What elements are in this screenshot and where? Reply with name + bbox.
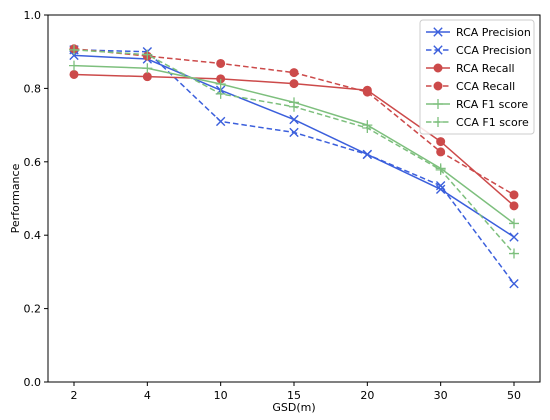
data-point [435, 164, 446, 175]
data-point [289, 101, 299, 112]
data-point [289, 68, 299, 78]
legend-label: CCA Recall [456, 80, 515, 93]
legend: RCA Precision CCA Precision RCA Recall CCA … [419, 19, 535, 135]
legend-item: RCA Recall [426, 62, 515, 75]
x-tick-label: 20 [360, 389, 374, 402]
data-point [436, 137, 446, 147]
legend-item: CCA Recall [426, 80, 515, 93]
y-tick-label: 0.2 [24, 303, 42, 316]
data-point [435, 184, 446, 195]
legend-marker [433, 117, 443, 127]
data-point [69, 69, 79, 79]
x-tick-label: 4 [144, 389, 151, 402]
data-point [289, 79, 299, 89]
legend-item: RCA Precision [426, 26, 531, 39]
legend-label: RCA Precision [456, 26, 531, 39]
y-tick-label: 0.6 [24, 156, 42, 169]
data-point [436, 147, 446, 157]
legend-marker [433, 27, 443, 37]
y-axis: 0.0 0.2 0.4 0.6 0.8 1.0 [24, 9, 48, 389]
legend-label: RCA Recall [456, 62, 515, 75]
legend-label: CCA Precision [456, 44, 531, 57]
data-point [509, 278, 519, 289]
legend-box [419, 19, 535, 135]
data-point [509, 201, 519, 211]
data-point [289, 114, 299, 125]
legend-marker [433, 63, 443, 73]
legend-label: CCA F1 score [456, 116, 529, 129]
legend-label: RCA F1 score [456, 98, 528, 111]
data-point [216, 58, 226, 68]
x-tick-label: 10 [214, 389, 228, 402]
legend-marker [433, 99, 443, 109]
data-point [509, 232, 519, 242]
legend-marker [433, 81, 443, 91]
data-point [69, 44, 79, 55]
data-point [215, 116, 226, 127]
x-tick-label: 2 [71, 389, 78, 402]
legend-item: RCA F1 score [426, 98, 528, 111]
legend-item: CCA F1 score [426, 116, 529, 129]
plot-lines [69, 44, 519, 289]
legend-marker [433, 45, 443, 55]
data-point [362, 87, 372, 97]
data-point [362, 123, 373, 134]
data-point [142, 63, 153, 74]
data-point [289, 127, 299, 138]
series-cca-f1-score [69, 44, 519, 259]
y-tick-label: 0.4 [24, 229, 42, 242]
x-tick-label: 50 [507, 389, 521, 402]
y-tick-label: 1.0 [24, 9, 42, 22]
y-axis-label: Performance [9, 163, 22, 233]
data-point [435, 180, 446, 191]
data-point [509, 248, 519, 259]
data-point [142, 72, 152, 82]
data-point [215, 88, 226, 99]
data-point [215, 78, 226, 89]
data-point [362, 149, 373, 160]
x-axis-label: GSD(m) [272, 401, 315, 414]
x-tick-label: 30 [434, 389, 448, 402]
x-axis: 2 4 10 15 20 30 50 [71, 382, 521, 402]
y-tick-label: 0.0 [24, 376, 42, 389]
x-tick-label: 15 [287, 389, 301, 402]
data-point [509, 190, 519, 200]
data-point [69, 60, 79, 71]
y-tick-label: 0.8 [24, 82, 42, 95]
data-point [509, 218, 519, 229]
legend-item: CCA Precision [426, 44, 531, 57]
data-point [142, 49, 153, 60]
